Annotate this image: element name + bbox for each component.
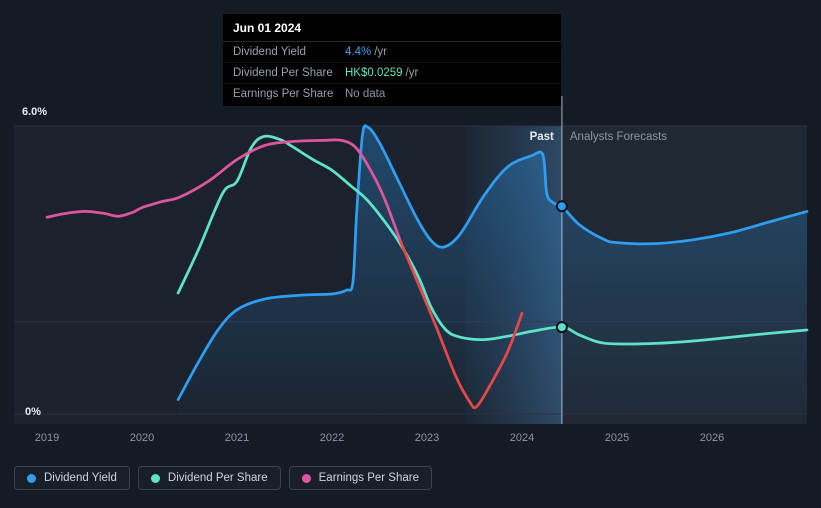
forecast-zone-label: Analysts Forecasts: [569, 131, 668, 143]
chart-legend: Dividend Yield Dividend Per Share Earnin…: [14, 466, 432, 490]
dividend-per-share-line: [176, 134, 809, 346]
tooltip-value: 4.4%: [345, 46, 372, 58]
x-axis-label: 2022: [319, 432, 345, 444]
tooltip-label: Earnings Per Share: [233, 88, 334, 100]
tooltip-date: Jun 01 2024: [223, 14, 561, 42]
past-zone-label: Past: [529, 131, 554, 143]
tooltip-label: Dividend Yield: [233, 46, 306, 58]
legend-label: Earnings Per Share: [318, 472, 419, 484]
tooltip-label: Dividend Per Share: [233, 67, 333, 79]
earnings-per-share-dot-icon: [301, 473, 311, 483]
legend-label: Dividend Per Share: [167, 472, 268, 484]
marker-dot[interactable]: [555, 321, 568, 334]
x-axis-label: 2023: [414, 432, 440, 444]
dividend-yield-line: [176, 124, 809, 401]
x-axis: 2019 2020 2021 2022 2023 2024 2025 2026: [0, 432, 821, 448]
tooltip-value: HK$0.0259: [345, 67, 403, 79]
tooltip-row-dividend-per-share: Dividend Per Share HK$0.0259 /yr: [223, 63, 561, 84]
legend-item-earnings-per-share[interactable]: Earnings Per Share: [288, 466, 432, 490]
x-axis-label: 2021: [224, 432, 250, 444]
y-axis-bottom-label: 0%: [25, 406, 41, 418]
tooltip-value-suffix: /yr: [405, 67, 419, 79]
legend-item-dividend-per-share[interactable]: Dividend Per Share: [137, 466, 281, 490]
legend-label: Dividend Yield: [44, 472, 117, 484]
y-axis-top-label: 6.0%: [22, 106, 48, 118]
tooltip-row-earnings-per-share: Earnings Per Share No data: [223, 84, 561, 106]
marker-dot[interactable]: [555, 200, 568, 213]
tooltip-value-suffix: /yr: [374, 46, 387, 58]
x-axis-label: 2024: [509, 432, 535, 444]
earnings-per-share-line: [399, 239, 524, 410]
earnings-per-share-line: [45, 138, 402, 243]
dividend-per-share-dot-icon: [150, 473, 160, 483]
legend-item-dividend-yield[interactable]: Dividend Yield: [14, 466, 130, 490]
dividend-yield-dot-icon: [27, 473, 36, 483]
x-axis-label: 2025: [604, 432, 630, 444]
x-axis-label: 2020: [129, 432, 155, 444]
chart-tooltip: Jun 01 2024 Dividend Yield 4.4% /yr Divi…: [223, 14, 561, 106]
tooltip-row-dividend-yield: Dividend Yield 4.4% /yr: [223, 42, 561, 63]
tooltip-value: No data: [345, 88, 386, 100]
dividend-yield-area-fill: [178, 125, 808, 414]
x-axis-label: 2019: [34, 432, 60, 444]
x-axis-label: 2026: [699, 432, 725, 444]
